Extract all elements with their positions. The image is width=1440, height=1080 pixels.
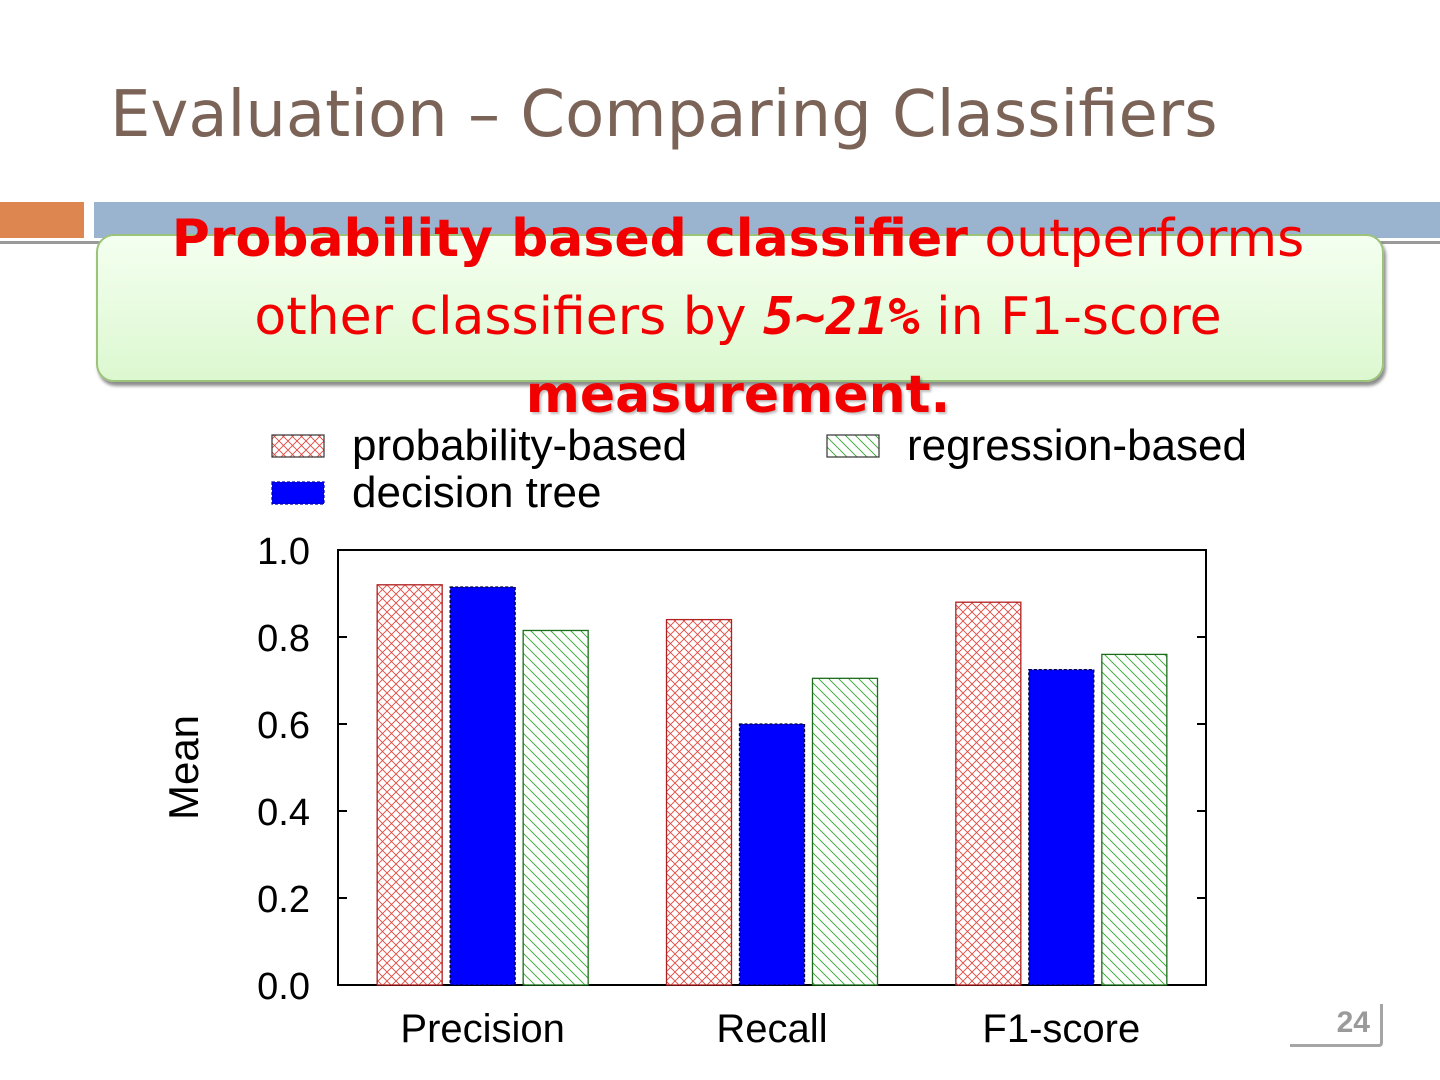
callout-line2-prefix: other classifiers by <box>254 287 764 347</box>
legend-swatch-probability-based <box>271 434 325 458</box>
legend-label-regression-based: regression-based <box>907 421 1247 470</box>
bar-decision-tree-f1-score <box>1028 668 1095 986</box>
bar-decision-tree-recall <box>738 723 806 986</box>
page-number-box: 24 <box>1290 1004 1383 1047</box>
callout-line1-rest: outperforms <box>967 209 1305 269</box>
y-tick-label: 0.4 <box>257 792 310 834</box>
x-tick-label-recall: Recall <box>716 1007 827 1051</box>
accent-bar-orange <box>0 202 84 238</box>
callout-percent: 5~21% <box>763 287 920 347</box>
callout-strong-text: Probability based classifier <box>171 209 968 269</box>
legend-label-decision-tree: decision tree <box>352 468 601 517</box>
legend-swatch-decision-tree <box>271 481 325 505</box>
y-tick-label: 0.8 <box>257 618 310 660</box>
callout-line3: measurement. <box>525 365 951 425</box>
bar-decision-tree-precision <box>449 586 516 986</box>
y-tick-label: 0.6 <box>257 705 310 747</box>
y-tick-label: 1.0 <box>257 531 310 573</box>
legend-label-probability-based: probability-based <box>352 421 687 470</box>
legend-swatch-regression-based <box>826 434 880 458</box>
callout-line2-suffix: in F1-score <box>919 287 1222 347</box>
bar-regression-based-precision <box>522 629 589 986</box>
accent-bar-blue <box>94 202 1440 238</box>
bar-probability-based-f1-score <box>955 601 1022 986</box>
page-number: 24 <box>1336 1006 1370 1039</box>
bar-regression-based-recall <box>811 677 879 986</box>
bar-probability-based-recall <box>665 618 733 986</box>
y-axis-label: Mean <box>160 715 207 820</box>
x-tick-label-f1-score: F1-score <box>982 1007 1140 1051</box>
bar-regression-based-f1-score <box>1101 653 1168 986</box>
x-tick-label-precision: Precision <box>400 1007 565 1051</box>
y-tick-label: 0.2 <box>257 879 310 921</box>
y-tick-label: 0.0 <box>257 966 310 1008</box>
bar-probability-based-precision <box>376 584 443 986</box>
callout-box <box>96 234 1384 382</box>
slide-title: Evaluation – Comparing Classifiers <box>110 78 1218 152</box>
callout-text: Probability based classifier outperforms… <box>110 200 1366 434</box>
